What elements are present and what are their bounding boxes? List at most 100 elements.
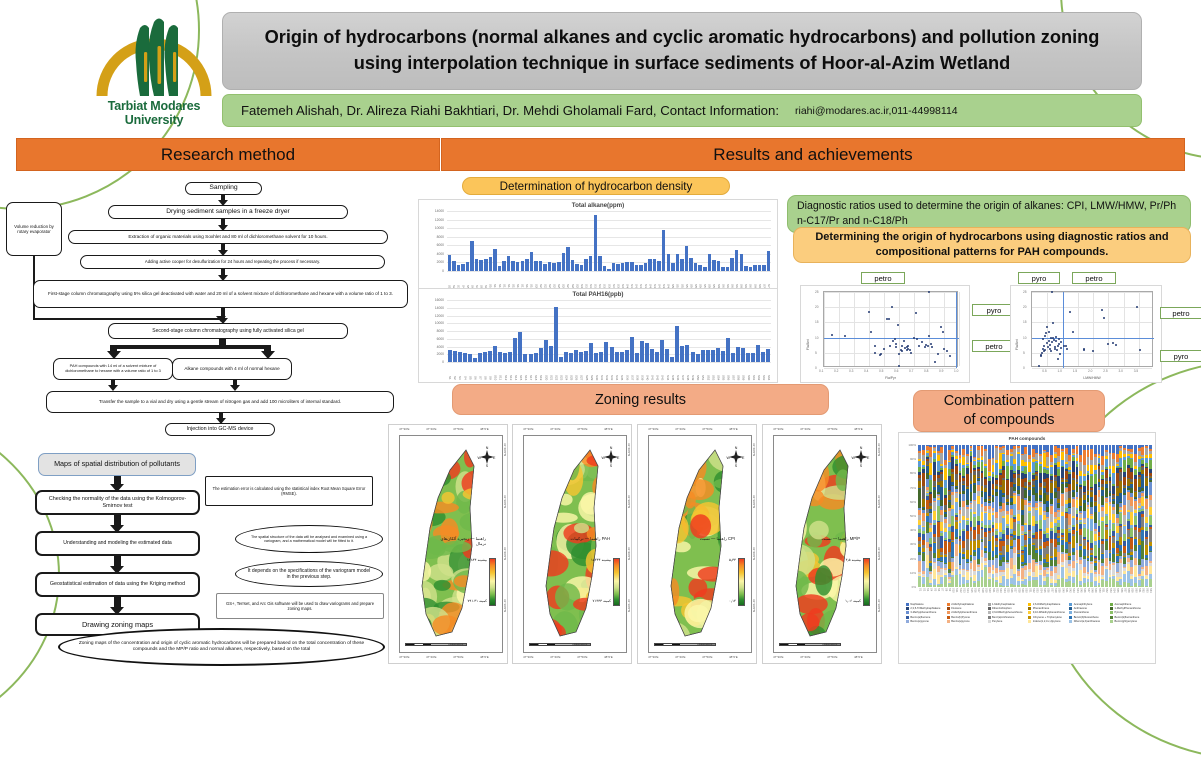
legend-label: 2-Methylnaphtalene: [951, 603, 975, 606]
stacked-segment: [1050, 505, 1053, 515]
stacked-column: [1137, 445, 1141, 587]
stacked-segment: [918, 561, 922, 572]
stacked-segment: [1057, 520, 1061, 523]
stacked-segment: [1130, 536, 1134, 539]
stacked-segment: [987, 476, 991, 479]
stacked-segment: [958, 563, 962, 565]
scatter-point: [905, 349, 908, 352]
stacked-segment: [1145, 498, 1148, 509]
stacked-segment: [1068, 484, 1072, 492]
stacked-segment: [1064, 582, 1068, 587]
stacked-segment: [1050, 575, 1053, 580]
stacked-segment: [1079, 556, 1083, 561]
stacked-segment: [1009, 537, 1013, 541]
stacked-segment: [922, 460, 925, 465]
stacked-segment: [1053, 446, 1057, 453]
scatter-point: [905, 346, 908, 349]
stacked-segment: [1031, 577, 1035, 580]
stacked-segment: [1013, 522, 1017, 531]
stacked-segment: [1013, 530, 1017, 536]
bar: [538, 348, 543, 362]
stacked-segment: [1082, 548, 1086, 556]
stacked-segment: [958, 463, 962, 472]
stacked-segment: [1097, 519, 1101, 526]
stacked-segment: [1035, 510, 1039, 521]
legend-item: 2,6-DiMethylnaphtalene: [1028, 603, 1069, 606]
x-axis-tick: S60: [746, 374, 751, 380]
legend-item: 9,10-DiMethylphenanthrene: [1028, 611, 1069, 615]
stacked-segment: [958, 471, 962, 474]
stacked-segment: [1130, 445, 1134, 449]
stacked-segment: [1028, 530, 1031, 537]
stacked-segment: [1115, 571, 1119, 574]
legend-label: Benzo(a)fluorene: [910, 615, 931, 619]
legend-swatch: [987, 607, 991, 611]
stacked-segment: [1101, 511, 1105, 518]
stacked-segment: [1086, 542, 1090, 551]
stacked-segment: [1039, 473, 1042, 484]
legend-swatch: [1069, 607, 1073, 611]
legend-swatch: [906, 603, 909, 606]
stacked-segment: [936, 454, 940, 462]
x-axis-tick: S71: [766, 283, 771, 289]
stacked-segment: [1093, 540, 1097, 545]
y-axis-tick: 10000: [434, 226, 444, 231]
stacked-segment: [1060, 477, 1064, 479]
stacked-segment: [1053, 464, 1057, 475]
stacked-segment: [1050, 499, 1053, 504]
stacked-column: [1123, 445, 1127, 587]
stacked-segment: [925, 541, 929, 549]
x-axis-tick: S46: [675, 374, 680, 380]
stacked-segment: [1093, 570, 1097, 573]
stacked-segment: [936, 498, 940, 500]
stacked-segment: [1050, 475, 1053, 480]
stacked-segment: [940, 554, 944, 557]
scatter-point: [1042, 350, 1045, 353]
stacked-segment: [1057, 467, 1061, 470]
stacked-segment: [1075, 520, 1079, 524]
legend-label: Benz(a)Anthracene: [992, 615, 1015, 619]
stacked-segment: [1082, 494, 1086, 500]
stacked-segment: [987, 567, 991, 573]
stacked-segment: [1148, 563, 1152, 567]
stacked-segment: [965, 579, 969, 583]
scatter-point: [1058, 343, 1061, 346]
svg-text:W: W: [852, 456, 856, 460]
stacked-segment: [1115, 468, 1119, 474]
scatter-point: [1066, 348, 1069, 351]
chart-scatter-lmw-hmw-plot: 0.5 1.0 1.5 2.0 2.5 3.0 3.5 0 5 10 15 20 25: [1023, 290, 1154, 373]
stacked-segment: [1126, 487, 1130, 491]
stacked-segment: [1097, 536, 1101, 540]
stacked-segment: [1134, 453, 1137, 463]
stacked-segment: [936, 520, 940, 523]
stacked-segment: [918, 507, 922, 510]
stacked-x-tick: S22: [995, 588, 999, 593]
stacked-segment: [980, 503, 984, 508]
stacked-segment: [947, 580, 951, 583]
stacked-segment: [1126, 552, 1130, 555]
stacked-segment: [976, 481, 980, 486]
map-scalebar-label: Kilometers: [699, 642, 713, 646]
stacked-segment: [1024, 445, 1028, 447]
stacked-segment: [943, 555, 947, 557]
stacked-segment: [1006, 513, 1010, 516]
stacked-segment: [1126, 539, 1130, 553]
stacked-segment: [973, 512, 977, 514]
stacked-segment: [976, 462, 980, 468]
stacked-segment: [940, 474, 944, 481]
map-legend-max-label: بیشینه ۴٫۵: [845, 558, 861, 562]
x-axis-tick: S27: [566, 283, 571, 289]
chart-total-alkane-bars: [447, 211, 771, 271]
stacked-x-tick: S5: [933, 588, 937, 592]
stacked-segment: [991, 494, 995, 497]
stacked-segment: [1134, 516, 1137, 526]
stacked-segment: [1104, 478, 1108, 481]
stacked-segment: [1042, 492, 1046, 505]
stacked-segment: [933, 552, 936, 558]
gridline: [447, 338, 771, 340]
stacked-segment: [943, 527, 947, 533]
stacked-segment: [940, 561, 944, 568]
stacked-segment: [1057, 445, 1061, 448]
x-axis-tick: S4: [461, 272, 465, 289]
stacked-segment: [933, 459, 936, 463]
